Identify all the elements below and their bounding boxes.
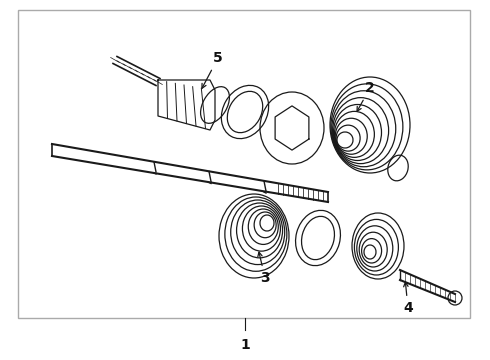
Text: 1: 1 — [240, 338, 250, 352]
Text: 3: 3 — [258, 252, 270, 285]
Text: 5: 5 — [202, 51, 223, 88]
Text: 4: 4 — [403, 282, 413, 315]
Bar — [18, 10, 470, 318]
Text: 2: 2 — [357, 81, 375, 111]
